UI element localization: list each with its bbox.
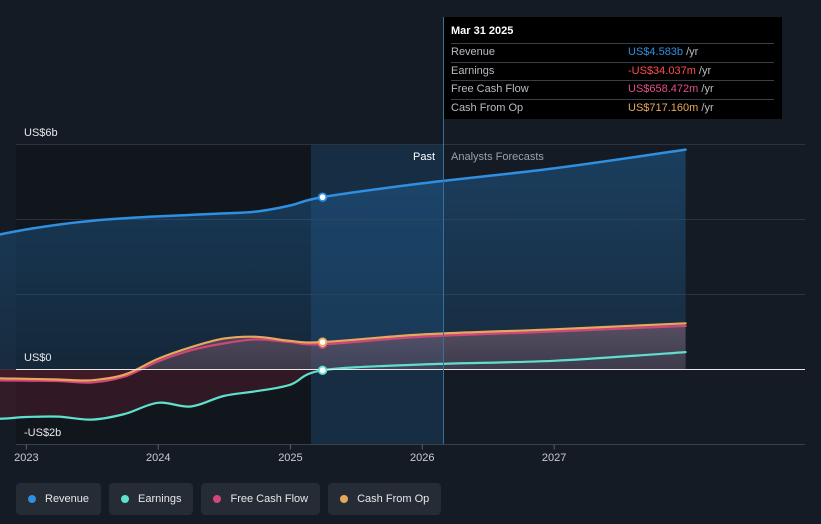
y-axis-label: US$6b [24, 127, 58, 139]
tooltip-metric-value: -US$34.037m /yr [628, 63, 774, 81]
tooltip-value-unit: /yr [683, 46, 699, 58]
revenue-marker [317, 192, 328, 202]
tooltip-metric-name: Earnings [451, 64, 495, 77]
tooltip-row: Cash From Op US$717.160m /yr [451, 98, 774, 118]
past-label: Past [413, 151, 435, 163]
earnings-line [0, 351, 687, 421]
highlight-markers [317, 192, 328, 375]
legend-label: Cash From Op [357, 493, 430, 505]
legend-dot-icon [121, 495, 130, 503]
legend-item-earnings[interactable]: Earnings [109, 483, 194, 515]
tooltip-value-number: US$658.472m [628, 83, 699, 95]
tooltip-metric-value: US$717.160m /yr [628, 100, 774, 118]
series-lines [0, 148, 687, 421]
tooltip-metric-name: Cash From Op [451, 101, 524, 114]
x-tick-label: 2025 [278, 452, 302, 464]
earnings-marker [317, 365, 328, 375]
cash-from-op-marker [317, 337, 328, 347]
legend-item-revenue[interactable]: Revenue [16, 483, 102, 515]
tooltip-value-number: US$717.160m [628, 101, 699, 114]
x-tick-label: 2024 [146, 452, 170, 464]
y-axis-label: -US$2b [24, 427, 61, 439]
tooltip-row: Revenue US$4.583b /yr [451, 43, 774, 62]
tooltip-value-unit: /yr [695, 64, 712, 77]
legend-label: Earnings [138, 493, 182, 505]
revenue-line [0, 148, 687, 236]
legend-item-cash-from-op[interactable]: Cash From Op [328, 483, 442, 515]
y-axis-labels: US$6b US$0 -US$2b [24, 127, 61, 439]
free-cash-flow-line [0, 324, 687, 384]
tooltip-value-unit: /yr [698, 101, 714, 114]
revenue-area [0, 149, 686, 369]
tooltip-value-number: US$4.583b [628, 46, 684, 58]
tooltip: Mar 31 2025 Revenue US$4.583b /yr Earnings… [444, 17, 782, 119]
legend-dot-icon [213, 495, 222, 503]
tooltip-metric-name: Free Cash Flow [451, 83, 529, 95]
tooltip-date: Mar 31 2025 [451, 25, 514, 37]
cash-from-op-line [0, 322, 687, 382]
legend-item-free-cash-flow[interactable]: Free Cash Flow [201, 483, 321, 515]
x-tick-label: 2023 [14, 452, 38, 464]
x-axis-ticks: 2023 2024 2025 2026 2027 [14, 444, 805, 464]
legend-label: Revenue [45, 493, 90, 505]
x-tick-label: 2026 [410, 452, 434, 464]
tooltip-metric-name: Revenue [451, 46, 496, 58]
tooltip-metric-value: US$658.472m /yr [628, 81, 774, 99]
legend-dot-icon [28, 495, 36, 503]
tooltip-value-unit: /yr [698, 83, 714, 95]
tooltip-row: Earnings -US$34.037m /yr [451, 61, 774, 81]
tooltip-value-number: -US$34.037m [628, 64, 696, 77]
forecast-label: Analysts Forecasts [451, 151, 544, 163]
tooltip-row: Free Cash Flow US$658.472m /yr [451, 80, 774, 99]
x-tick-label: 2027 [542, 452, 566, 464]
tooltip-metric-value: US$4.583b /yr [628, 44, 774, 62]
legend: Revenue Earnings Free Cash Flow Cash From O… [16, 483, 442, 515]
cash-from-op-area-positive [0, 323, 686, 370]
y-axis-label: US$0 [24, 352, 52, 364]
legend-label: Free Cash Flow [230, 493, 309, 505]
legend-dot-icon [340, 495, 349, 503]
